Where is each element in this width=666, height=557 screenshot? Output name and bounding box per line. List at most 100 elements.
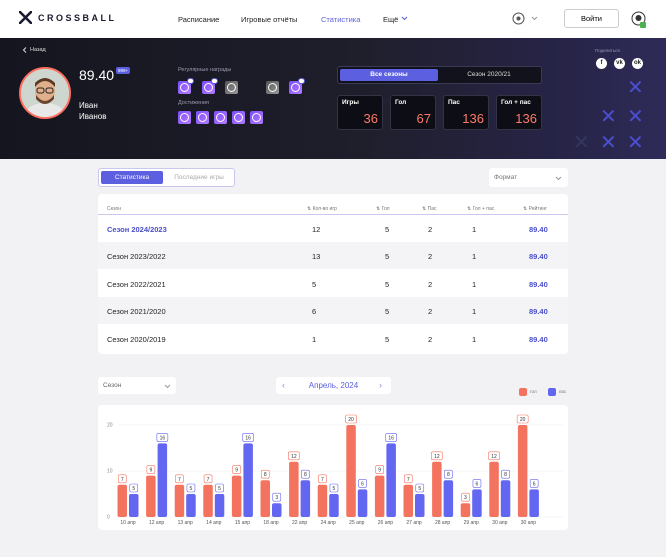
data-label-box [288,451,300,461]
data-label: 12 [434,454,440,460]
achievement-badge[interactable] [178,111,191,124]
achievement-badge[interactable] [232,111,245,124]
cell-goals: 5 [385,225,390,234]
stat-value: 136 [515,111,537,126]
data-label-box [516,414,529,424]
col-header-label: Гол + пас [472,206,495,212]
data-label-box [358,479,367,488]
table-row[interactable]: Сезон 2023/2022 13 5 2 1 89.40 [98,242,568,270]
nav-link-schedule[interactable]: Расписание [178,15,220,24]
data-label: 6 [533,481,536,487]
data-label: 5 [333,486,336,492]
data-label: 3 [275,495,278,501]
back-link[interactable]: Назад [22,47,46,53]
cell-games: 6 [312,307,317,317]
award-badge[interactable] [266,81,279,94]
decor-x-icon: ✕ [627,132,644,154]
data-label-box [117,474,127,484]
data-label: 6 [476,481,479,487]
bar-goal [374,475,385,517]
bar-pass [243,443,253,517]
award-badge[interactable] [225,81,238,94]
data-label-box [529,479,539,488]
tab-statistics[interactable]: Статистика [101,171,163,184]
table-row[interactable]: Сезон 2020/2019 1 5 2 1 89.40 [98,325,568,352]
nav-link-more[interactable]: Ещё [383,15,399,24]
share-label: Поделиться [595,48,620,53]
logo[interactable]: CROSSBALL [19,11,117,24]
next-month-arrow-icon[interactable]: › [379,380,382,390]
format-select[interactable]: Формат [489,168,568,187]
cell-goals-passes: 1 [472,225,477,234]
chevron-down-icon [555,176,562,181]
col-header-goals[interactable]: ⇅ Гол [376,206,390,212]
achievement-badge[interactable] [196,111,209,124]
chart-season-select[interactable]: Сезон [98,377,176,394]
col-header-passes[interactable]: ⇅ Пас [422,206,437,212]
table-row[interactable]: Сезон 2022/2021 5 5 2 1 89.40 [98,270,568,297]
data-label: 3 [464,495,467,501]
bar-pass [272,503,282,517]
x-tick-label: 28 апр [435,520,450,526]
player-hero: Назад 89.40 999+ Иван Иванов Регулярные … [0,38,666,159]
stat-label: Гол + пас [501,99,531,106]
login-button[interactable]: Войти [564,9,619,28]
cell-games: 13 [312,252,321,262]
nav-link-statistics[interactable]: Статистика [321,15,361,24]
prev-month-arrow-icon[interactable]: ‹ [282,380,285,390]
award-badge[interactable] [289,78,305,94]
shop-bag-icon[interactable] [630,10,647,29]
ok-icon[interactable]: ok [632,58,643,69]
vk-icon[interactable]: vk [614,58,625,69]
data-label: 8 [447,472,450,478]
cell-passes: 2 [428,279,433,289]
achievement-badge[interactable] [214,111,227,124]
tab-season-2020-21[interactable]: Сезон 2020/21 [467,71,511,78]
view-tabs: Статистика Последние игры [98,168,235,187]
table-row[interactable]: Сезон 2024/2023 12 5 2 1 89.40 [98,215,568,242]
facebook-icon[interactable]: f [596,58,607,69]
back-label: Назад [30,47,46,53]
cell-goals-passes: 1 [472,334,477,344]
x-tick-label: 25 апр [349,520,364,526]
cell-rating: 89.40 [529,252,548,262]
col-header-games[interactable]: ⇅ Кол-во игр [307,206,337,212]
data-label-box [242,433,254,442]
bar-goal [403,484,413,517]
data-label-box [129,483,139,493]
rating-badge: 999+ [116,67,131,74]
data-label-box [415,483,425,493]
achievement-badge[interactable] [250,111,263,124]
data-label: 5 [418,486,421,492]
table-row[interactable]: Сезон 2021/2020 6 5 2 1 89.40 [98,297,568,325]
cell-games: 12 [312,225,321,234]
data-label-box [444,469,453,479]
data-label: 16 [388,435,394,441]
tab-all-seasons[interactable]: Все сезоны [340,69,438,81]
decor-x-icon: ✕ [600,132,617,154]
data-label: 12 [491,454,497,460]
data-label: 20 [348,417,354,423]
x-tick-label: 14 апр [206,520,221,526]
col-header-rating[interactable]: ⇅ Рейтинг [523,206,547,212]
bar-pass [529,489,539,517]
x-tick-label: 24 апр [321,520,336,526]
data-label: 8 [504,472,507,478]
x-tick-label: 18 апр [263,520,278,526]
x-tick-label: 22 апр [292,520,307,526]
y-tick-label: 0 [107,515,110,521]
y-tick-label: 20 [107,423,113,429]
award-badge[interactable] [202,78,218,94]
stat-label: Пас [448,99,460,106]
nav-link-reports[interactable]: Игровые отчёты [241,15,298,24]
bar-goal [289,461,299,517]
sport-select[interactable] [509,10,543,27]
data-label: 7 [407,477,410,483]
stat-value: 67 [416,111,431,126]
col-header-goals-passes[interactable]: ⇅ Гол + пас [467,206,495,212]
tab-last-games[interactable]: Последние игры [174,174,224,181]
bar-pass [329,494,339,517]
x-tick-label: 13 апр [178,520,193,526]
award-badge[interactable] [178,78,194,94]
col-header-season[interactable]: Сезон [107,206,122,212]
